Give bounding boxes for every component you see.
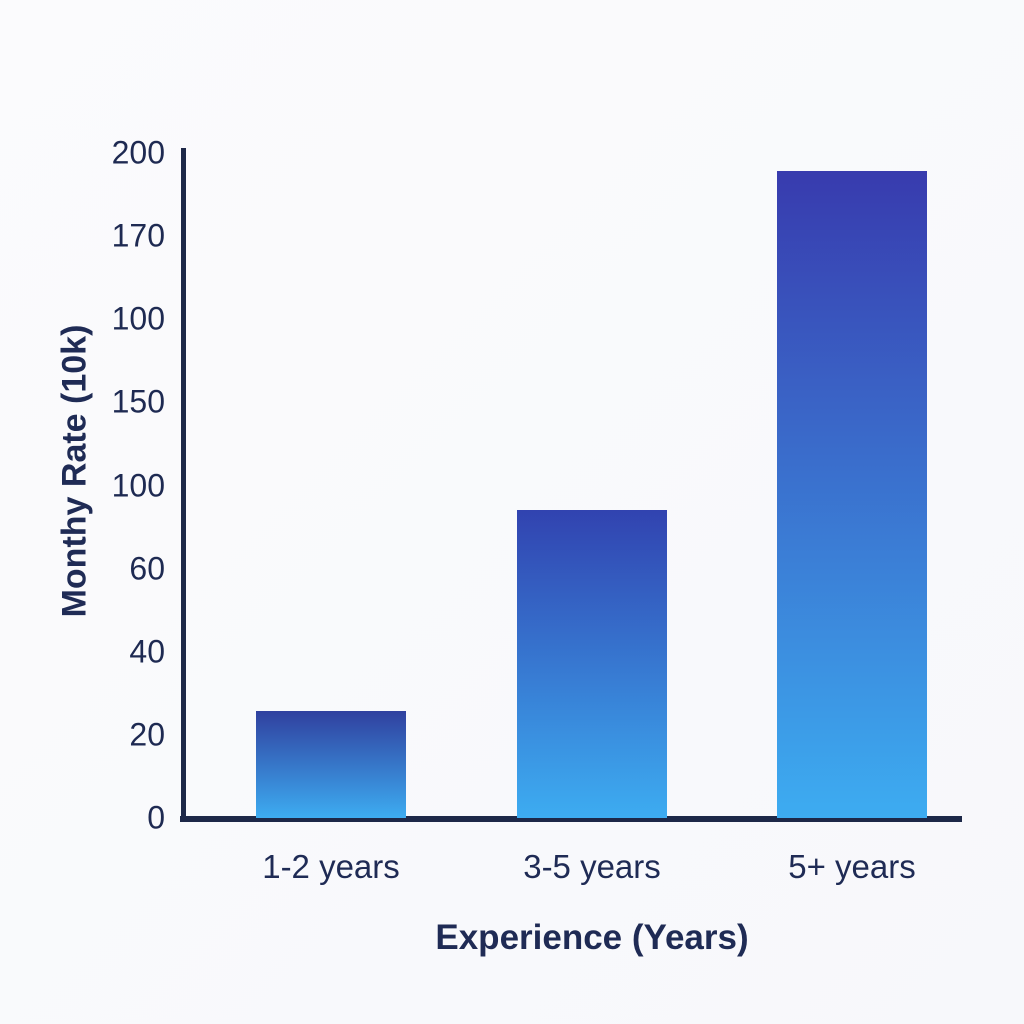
x-category-label: 1-2 years bbox=[262, 848, 400, 885]
x-axis-line bbox=[180, 816, 962, 822]
x-axis-title: Experience (Years) bbox=[435, 918, 749, 957]
y-tick-label: 20 bbox=[129, 716, 165, 753]
y-axis-line bbox=[181, 148, 186, 821]
bar-5+-years bbox=[777, 171, 927, 818]
x-category-label: 5+ years bbox=[788, 848, 916, 885]
bar-1-2-years bbox=[256, 710, 406, 818]
x-category-label: 3-5 years bbox=[523, 848, 661, 885]
y-tick-label: 0 bbox=[147, 799, 165, 836]
y-tick-label: 100 bbox=[111, 467, 165, 503]
y-tick-label: 100 bbox=[111, 300, 165, 337]
y-axis-title: Monthy Rate (10k) bbox=[55, 324, 94, 618]
y-tick-label: 60 bbox=[129, 550, 165, 587]
bar-3-5-years bbox=[517, 509, 667, 818]
y-tick-label: 150 bbox=[111, 383, 165, 420]
y-tick-label: 170 bbox=[111, 217, 165, 254]
y-tick-label: 40 bbox=[129, 633, 165, 670]
y-tick-label: 200 bbox=[111, 134, 165, 171]
